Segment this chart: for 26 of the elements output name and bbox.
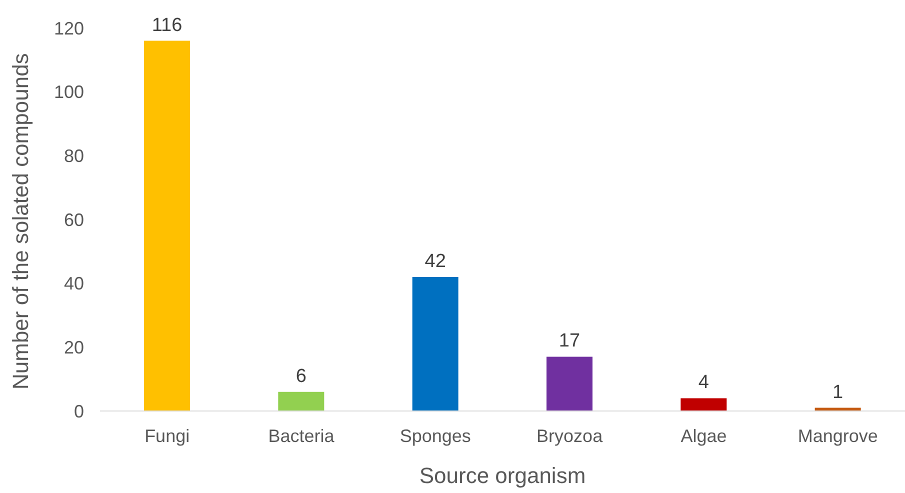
y-axis-title: Number of the solated compounds — [8, 53, 33, 390]
x-tick-label: Bryozoa — [536, 426, 604, 446]
data-label: 42 — [424, 250, 446, 272]
bar — [144, 40, 190, 411]
x-axis-title: Source organism — [419, 463, 586, 488]
y-tick-label: 60 — [64, 210, 84, 230]
x-tick-label: Sponges — [400, 426, 471, 446]
bar — [546, 356, 592, 411]
data-label: 17 — [558, 330, 580, 352]
y-tick-label: 100 — [54, 82, 84, 102]
bar — [278, 392, 324, 411]
data-label: 6 — [296, 366, 306, 387]
y-tick-label: 120 — [54, 18, 84, 38]
y-tick-label: 80 — [64, 146, 84, 166]
data-label: 1 — [832, 382, 844, 403]
y-tick-label: 20 — [64, 338, 84, 358]
x-tick-label: Bacteria — [268, 426, 336, 446]
x-tick-label: Fungi — [144, 426, 190, 446]
bar — [680, 398, 727, 411]
x-tick-label: Algae — [680, 426, 727, 446]
y-tick-label: 40 — [64, 274, 84, 294]
data-label: 116 — [152, 14, 182, 36]
y-tick-label: 0 — [74, 401, 84, 422]
bar — [412, 276, 458, 411]
x-tick-label: Mangrove — [798, 426, 878, 446]
data-label: 4 — [698, 372, 710, 394]
